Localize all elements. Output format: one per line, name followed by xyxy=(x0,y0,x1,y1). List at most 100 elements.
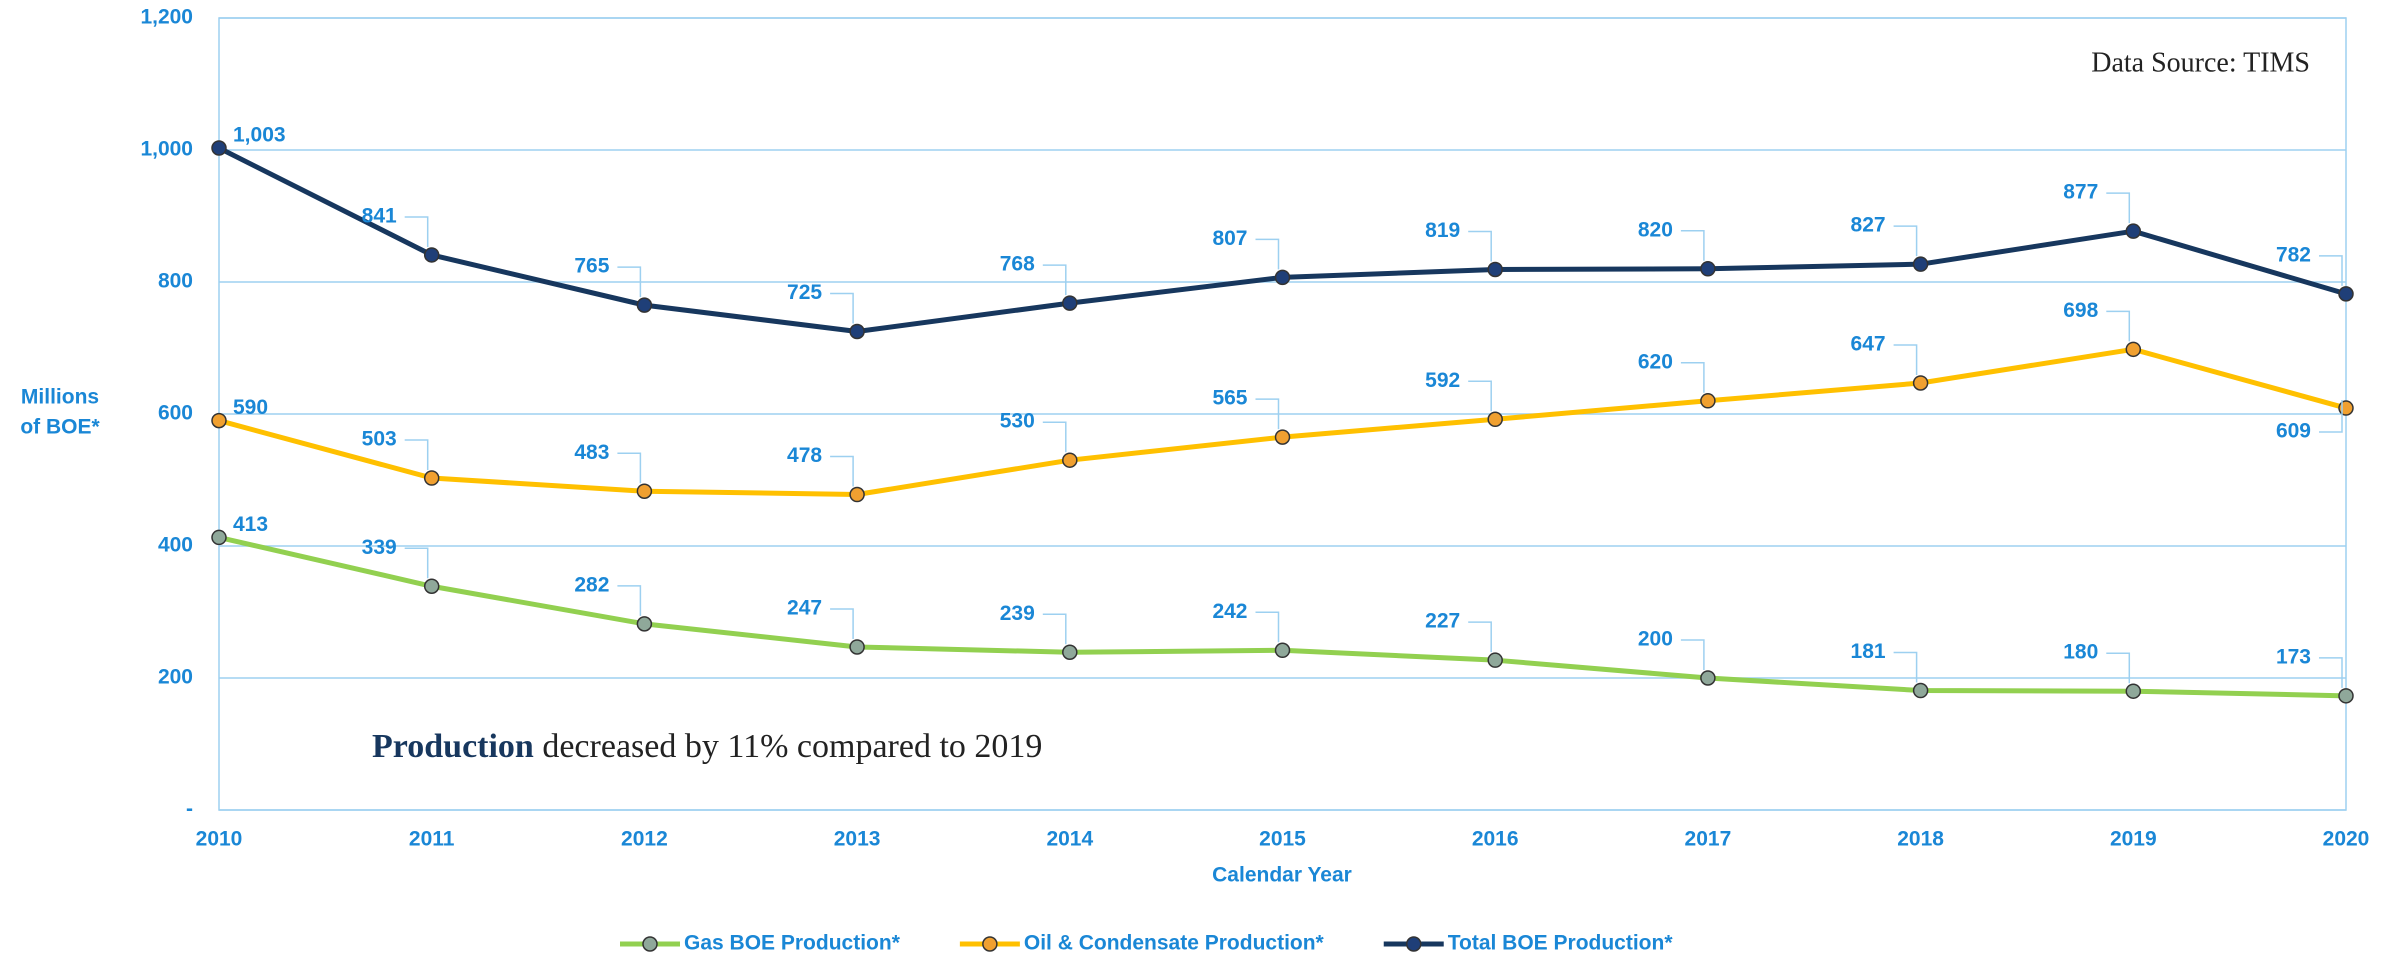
point xyxy=(423,578,440,595)
x-tick-label: 2013 xyxy=(834,828,881,851)
y-tick-label: 600 xyxy=(158,402,193,425)
y-tick-label: 400 xyxy=(158,534,193,557)
leader-line xyxy=(1468,230,1492,262)
point xyxy=(636,483,653,499)
point xyxy=(1487,411,1503,428)
point xyxy=(211,412,227,429)
legend-marker xyxy=(982,936,998,952)
y-axis-label: Millions xyxy=(21,386,99,409)
y-tick-label: 200 xyxy=(158,666,193,689)
x-axis-label: Calendar Year xyxy=(1212,864,1352,887)
data-label: 282 xyxy=(574,573,609,596)
leader-line xyxy=(404,439,429,471)
point xyxy=(1062,452,1078,468)
x-tick-label: 2011 xyxy=(409,828,455,851)
point xyxy=(1274,429,1291,445)
annotation: Production decreased by 11% compared to … xyxy=(372,728,1042,765)
data-label: 530 xyxy=(1000,410,1035,433)
point xyxy=(423,247,440,263)
leader-line xyxy=(617,585,642,616)
data-label: 1,003 xyxy=(233,124,286,147)
leader-line xyxy=(830,455,854,487)
point xyxy=(2338,286,2354,302)
data-label: 782 xyxy=(2276,243,2311,266)
point xyxy=(2338,400,2354,416)
point xyxy=(2125,341,2142,358)
x-tick-label: 2012 xyxy=(621,828,668,851)
data-label: 647 xyxy=(1851,333,1886,356)
leader-line xyxy=(404,547,429,579)
data-label: 247 xyxy=(787,597,822,620)
legend-label: Total BOE Production* xyxy=(1448,932,1674,955)
leader-line xyxy=(1893,344,1918,375)
data-label: 227 xyxy=(1425,610,1460,633)
leader-line xyxy=(2319,657,2343,688)
data-label: 877 xyxy=(2063,181,2098,204)
x-tick-label: 2019 xyxy=(2110,828,2157,851)
leader-line xyxy=(1680,362,1705,393)
leader-line xyxy=(2106,652,2131,684)
leader-line xyxy=(1468,621,1492,653)
point xyxy=(849,639,865,655)
data-label: 620 xyxy=(1638,350,1673,373)
data-label: 503 xyxy=(362,428,397,451)
leader-line xyxy=(617,266,642,298)
data-label: 827 xyxy=(1851,214,1886,237)
data-label: 725 xyxy=(787,281,822,304)
legend-label: Oil & Condensate Production* xyxy=(1024,932,1325,955)
leader-line xyxy=(1680,639,1705,670)
leader-line xyxy=(1255,238,1280,270)
point xyxy=(636,616,653,632)
leader-line xyxy=(2106,192,2131,224)
point xyxy=(1700,393,1716,409)
data-label: 565 xyxy=(1212,387,1247,410)
data-label: 339 xyxy=(362,536,397,559)
data-label: 242 xyxy=(1212,600,1247,623)
point xyxy=(211,140,227,156)
leader-line xyxy=(830,292,854,324)
y-tick-label: 800 xyxy=(158,270,193,293)
leader-line xyxy=(1042,613,1067,645)
point xyxy=(849,323,865,340)
leader-line xyxy=(830,608,854,639)
data-label: 768 xyxy=(1000,253,1035,276)
data-label: 181 xyxy=(1851,640,1886,663)
source-note: Data Source: TIMS xyxy=(2091,47,2310,78)
leader-line xyxy=(1468,380,1492,412)
data-label: 239 xyxy=(1000,602,1035,625)
point xyxy=(1487,261,1503,278)
leader-line xyxy=(1255,398,1280,430)
data-label: 765 xyxy=(574,255,609,278)
series-line xyxy=(218,346,2347,498)
x-tick-label: 2010 xyxy=(196,828,243,851)
series-line xyxy=(218,534,2347,699)
leader-line xyxy=(1042,421,1067,453)
y-tick-label: 1,200 xyxy=(140,6,193,29)
x-tick-label: 2020 xyxy=(2323,828,2370,851)
point xyxy=(2338,688,2354,704)
data-label: 820 xyxy=(1638,218,1673,241)
leader-line xyxy=(617,452,642,484)
point xyxy=(849,486,865,503)
point xyxy=(2125,683,2142,699)
data-label: 698 xyxy=(2063,299,2098,322)
data-label: 592 xyxy=(1425,369,1460,392)
x-tick-label: 2017 xyxy=(1685,828,1732,851)
data-label: 478 xyxy=(787,444,822,467)
y-tick-label: 1,000 xyxy=(140,138,193,161)
x-tick-label: 2018 xyxy=(1897,828,1944,851)
point xyxy=(2125,223,2142,239)
leader-line xyxy=(2319,400,2343,433)
legend-marker xyxy=(1405,936,1422,952)
leader-line xyxy=(1893,225,1918,257)
data-label: 173 xyxy=(2276,645,2311,668)
data-label: 200 xyxy=(1638,628,1673,651)
point xyxy=(423,470,440,486)
data-label: 413 xyxy=(233,513,268,536)
point xyxy=(1912,682,1929,699)
data-label: 180 xyxy=(2063,641,2098,664)
leader-line xyxy=(1680,230,1705,261)
data-label: 807 xyxy=(1212,227,1247,250)
leader-line xyxy=(2319,255,2343,286)
